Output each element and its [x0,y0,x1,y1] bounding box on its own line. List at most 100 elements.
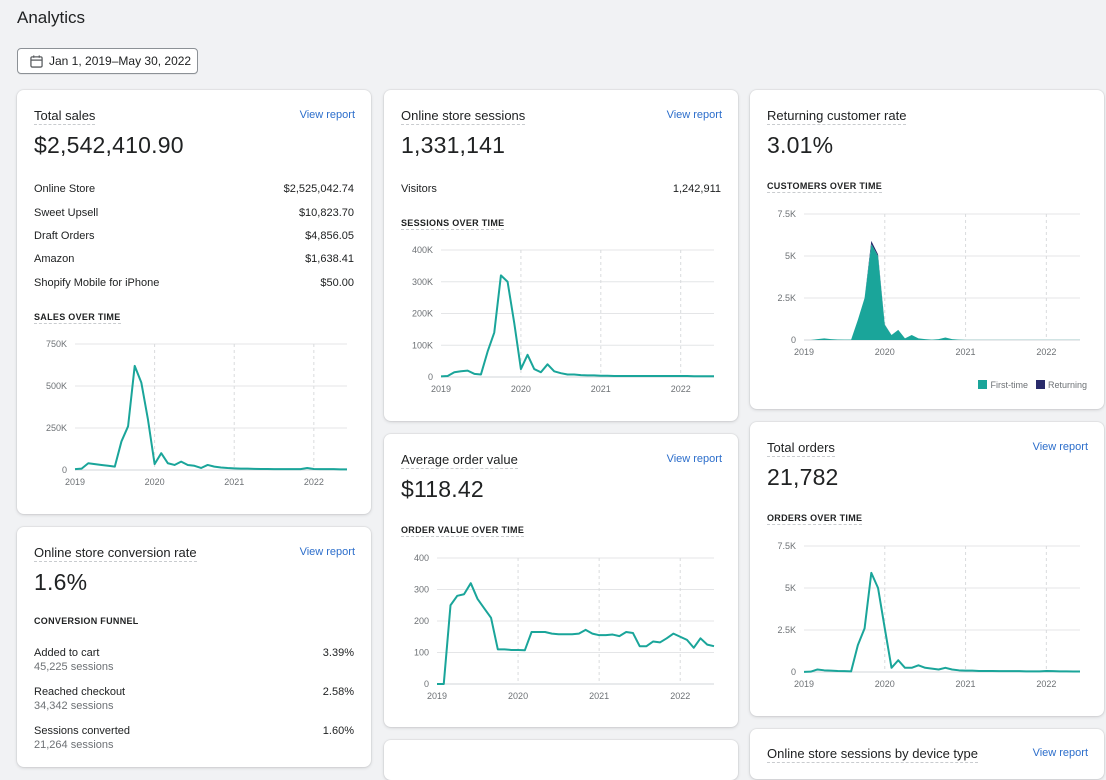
device-type-card: Online store sessions by device type Vie… [750,729,1104,779]
y-tick-label: 400 [414,553,429,563]
x-tick-label: 2020 [875,347,895,357]
visitors-label: Visitors [401,183,437,195]
x-tick-label: 2019 [65,477,85,487]
x-tick-label: 2022 [671,384,691,394]
total-sales-card: Total sales View report $2,542,410.90 On… [17,90,371,514]
funnel-step: Reached checkout 34,342 sessions 2.58% [34,686,354,712]
y-tick-label: 100K [412,340,433,350]
conversion-rate-title: Online store conversion rate [34,545,197,562]
y-tick-label: 7.5K [777,541,796,551]
funnel-step-label: Added to cart [34,647,100,659]
page-title: Analytics [17,8,86,27]
x-tick-label: 2019 [427,691,447,701]
total-orders-card: Total orders View report 21,782 ORDERS O… [750,422,1104,716]
x-tick-label: 2020 [508,691,528,701]
device-type-title: Online store sessions by device type [767,746,978,763]
sessions-view-report-link[interactable]: View report [666,109,722,121]
sales-channel-row: Shopify Mobile for iPhone $50.00 [34,277,354,289]
y-tick-label: 200 [414,616,429,626]
sales-channel-label: Shopify Mobile for iPhone [34,277,160,289]
x-tick-label: 2020 [875,679,895,689]
x-tick-label: 2022 [1036,347,1056,357]
returning-customer-card: Returning customer rate 3.01% CUSTOMERS … [750,90,1104,409]
customers-over-time-heading: CUSTOMERS OVER TIME [767,181,883,193]
sales-channel-label: Online Store [34,183,96,195]
legend-label: Returning [1047,380,1087,390]
sales-channel-value: $1,638.41 [305,253,354,265]
sales-channel-value: $50.00 [320,277,354,289]
funnel-step-rate: 1.60% [322,725,354,737]
sessions-card: Online store sessions View report 1,331,… [384,90,738,421]
x-tick-label: 2021 [956,679,976,689]
order-value-over-time-chart: 0 100 200 300 400 2019 2020 2021 2022 [414,553,715,701]
x-tick-label: 2022 [670,691,690,701]
sessions-over-time-chart: 0 100K 200K 300K 400K 2019 2020 2021 2022 [412,245,714,394]
y-tick-label: 7.5K [777,209,796,219]
funnel-step-rate: 3.39% [322,647,354,659]
returning-customer-value: 3.01% [767,132,834,158]
sales-channel-label: Sweet Upsell [34,207,99,219]
series-line [803,571,1080,673]
legend-swatch [1035,380,1045,389]
x-tick-label: 2020 [511,384,531,394]
conversion-view-report-link[interactable]: View report [299,546,355,558]
sessions-over-time-heading: SESSIONS OVER TIME [401,218,505,230]
orders-over-time-chart: 0 2.5K 5K 7.5K 2019 2020 2021 2022 [777,541,1080,689]
x-tick-label: 2019 [794,347,814,357]
legend-item-first-time: First-time [978,380,1028,390]
y-tick-label: 400K [412,245,433,255]
sales-channel-value: $10,823.70 [298,207,354,219]
customers-over-time-chart: 0 2.5K 5K 7.5K 2019 2020 2021 2022 [777,209,1080,357]
y-tick-label: 0 [62,465,67,475]
sales-channel-row: Online Store $2,525,042.74 [34,183,354,195]
first-time-area [804,244,1080,340]
legend-label: First-time [990,380,1028,390]
funnel-step: Sessions converted 21,264 sessions 1.60% [34,725,354,751]
series-line [440,274,714,378]
funnel-step-label: Sessions converted [34,725,130,737]
sales-channel-label: Amazon [34,253,75,265]
aov-title: Average order value [401,452,518,469]
y-tick-label: 0 [428,372,433,382]
aov-view-report-link[interactable]: View report [666,453,722,465]
customers-legend: First-time Returning [978,380,1087,390]
sales-channel-row: Sweet Upsell $10,823.70 [34,207,354,219]
order-value-over-time-heading: ORDER VALUE OVER TIME [401,525,525,537]
x-tick-label: 2022 [1036,679,1056,689]
y-tick-label: 300K [412,277,433,287]
conversion-rate-card: Online store conversion rate View report… [17,527,371,767]
funnel-step: Added to cart 45,225 sessions 3.39% [34,647,354,673]
sales-over-time-chart: 0 250K 500K 750K 2019 2020 2021 2022 [46,339,347,487]
x-tick-label: 2021 [224,477,244,487]
total-sales-title: Total sales [34,108,96,125]
x-tick-label: 2021 [591,384,611,394]
y-tick-label: 750K [46,339,67,349]
y-tick-label: 300 [414,585,429,595]
average-order-value-card: Average order value View report $118.42 … [384,434,738,727]
total-sales-view-report-link[interactable]: View report [299,109,355,121]
funnel-step-sessions: 45,225 sessions [34,661,114,673]
funnel-step-rate: 2.58% [322,686,354,698]
calendar-icon [30,54,43,68]
legend-swatch [978,380,988,389]
date-range-button[interactable]: Jan 1, 2019–May 30, 2022 [17,48,198,74]
funnel-step-label: Reached checkout [34,686,126,698]
sessions-value: 1,331,141 [401,132,506,158]
y-tick-label: 100 [414,648,429,658]
sales-over-time-heading: SALES OVER TIME [34,312,121,324]
returning-customer-title: Returning customer rate [767,108,907,125]
sessions-title: Online store sessions [401,108,526,125]
date-range-label: Jan 1, 2019–May 30, 2022 [49,54,192,68]
device-view-report-link[interactable]: View report [1032,747,1088,759]
funnel-step-sessions: 21,264 sessions [34,739,114,751]
visitors-value: 1,242,911 [672,183,721,195]
sales-channel-row: Draft Orders $4,856.05 [34,230,354,242]
orders-view-report-link[interactable]: View report [1032,441,1088,453]
conversion-rate-value: 1.6% [34,569,88,595]
y-tick-label: 0 [424,679,429,689]
total-orders-value: 21,782 [767,464,839,490]
sales-channel-label: Draft Orders [34,230,95,242]
total-sales-value: $2,542,410.90 [34,132,184,158]
x-tick-label: 2019 [794,679,814,689]
total-orders-title: Total orders [767,440,835,457]
